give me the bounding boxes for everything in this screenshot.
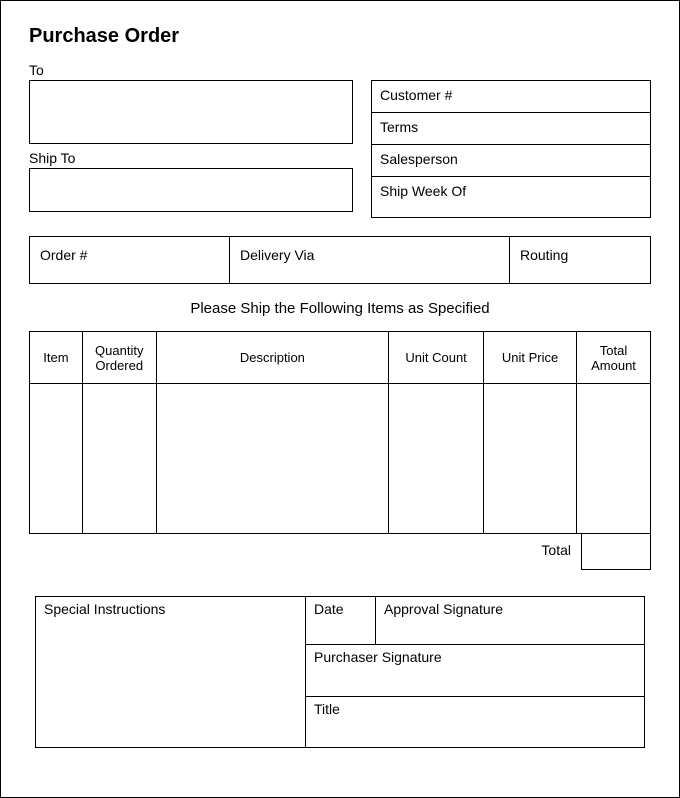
ship-to-label: Ship To [29, 150, 353, 166]
col-total-amount: Total Amount [577, 332, 651, 384]
col-quantity: Quantity Ordered [82, 332, 156, 384]
cell-quantity[interactable] [82, 384, 156, 534]
header-section: To Ship To Customer # Terms Salesperson … [29, 62, 651, 218]
cell-total-amount[interactable] [577, 384, 651, 534]
order-no-field[interactable]: Order # [30, 237, 230, 283]
col-item: Item [30, 332, 83, 384]
terms-field[interactable]: Terms [372, 113, 650, 145]
date-field[interactable]: Date [306, 597, 376, 644]
cell-item[interactable] [30, 384, 83, 534]
purchase-order-page: Purchase Order To Ship To Customer # Ter… [0, 0, 680, 798]
items-header-row: Item Quantity Ordered Description Unit C… [30, 332, 651, 384]
details-stack: Customer # Terms Salesperson Ship Week O… [371, 80, 651, 218]
date-approval-row: Date Approval Signature [306, 597, 644, 645]
col-unit-price: Unit Price [484, 332, 577, 384]
total-field[interactable] [581, 534, 651, 570]
cell-unit-price[interactable] [484, 384, 577, 534]
col-unit-count: Unit Count [389, 332, 484, 384]
ship-week-field[interactable]: Ship Week Of [372, 177, 650, 217]
total-label: Total [541, 534, 581, 570]
instruction-text: Please Ship the Following Items as Speci… [29, 300, 651, 317]
signature-block: Special Instructions Date Approval Signa… [35, 596, 645, 748]
purchaser-signature-field[interactable]: Purchaser Signature [306, 645, 644, 697]
title-field[interactable]: Title [306, 697, 644, 747]
page-title: Purchase Order [29, 25, 651, 48]
delivery-via-field[interactable]: Delivery Via [230, 237, 510, 283]
approval-signature-field[interactable]: Approval Signature [376, 597, 644, 644]
to-label: To [29, 62, 353, 78]
items-body-row [30, 384, 651, 534]
items-table: Item Quantity Ordered Description Unit C… [29, 331, 651, 534]
address-column: To Ship To [29, 62, 353, 218]
cell-unit-count[interactable] [389, 384, 484, 534]
total-row: Total [29, 534, 651, 570]
ship-to-field[interactable] [29, 168, 353, 212]
customer-no-field[interactable]: Customer # [372, 81, 650, 113]
salesperson-field[interactable]: Salesperson [372, 145, 650, 177]
order-info-row: Order # Delivery Via Routing [29, 236, 651, 284]
routing-field[interactable]: Routing [510, 237, 650, 283]
details-column: Customer # Terms Salesperson Ship Week O… [371, 62, 651, 218]
col-description: Description [156, 332, 388, 384]
special-instructions-field[interactable]: Special Instructions [36, 597, 306, 747]
signature-column: Date Approval Signature Purchaser Signat… [306, 597, 644, 747]
cell-description[interactable] [156, 384, 388, 534]
to-field[interactable] [29, 80, 353, 144]
